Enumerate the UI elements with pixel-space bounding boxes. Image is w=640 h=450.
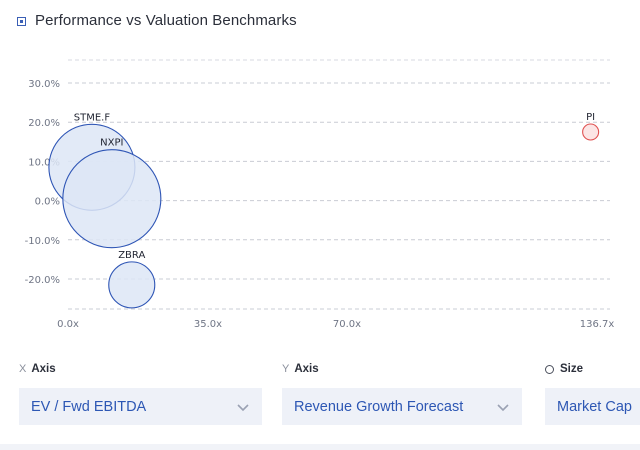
bubble-labels: STME.F NXPI ZBRA PI — [74, 112, 595, 261]
y-tick-label: 20.0% — [28, 118, 60, 129]
x-axis-letter: X — [19, 363, 27, 375]
x-axis-control: X Axis — [19, 362, 56, 376]
y-axis-control: Y Axis — [282, 362, 319, 376]
bubble-label: ZBRA — [118, 250, 145, 261]
y-axis-label: Axis — [294, 363, 319, 375]
x-tick-label: 35.0x — [194, 319, 222, 330]
chevron-down-icon — [237, 403, 249, 411]
chevron-down-icon — [497, 403, 509, 411]
bubbles — [48, 123, 600, 309]
y-axis-select[interactable]: Revenue Growth Forecast — [282, 388, 522, 425]
y-tick-label: -20.0% — [25, 275, 60, 286]
size-select-value: Market Cap — [557, 398, 632, 415]
x-tick-label: 0.0x — [57, 319, 79, 330]
y-tick-label: -10.0% — [25, 236, 60, 247]
gridlines — [68, 59, 610, 310]
y-axis-letter: Y — [282, 363, 290, 375]
y-tick-labels: 30.0% 20.0% 10.0% 0.0% -10.0% -20.0% — [25, 79, 60, 286]
y-axis-select-value: Revenue Growth Forecast — [294, 398, 464, 415]
bubble-label: STME.F — [74, 112, 111, 123]
bubble-nxpi — [62, 149, 162, 249]
size-control: Size — [545, 362, 583, 376]
size-select[interactable]: Market Cap — [545, 388, 640, 425]
bubble-zbra — [108, 261, 156, 309]
x-axis-select-value: EV / Fwd EBITDA — [31, 398, 147, 415]
bubble-chart: 30.0% 20.0% 10.0% 0.0% -10.0% -20.0% 0.0x 35.0… — [25, 59, 614, 330]
x-tick-label: 136.7x — [580, 319, 615, 330]
bubble-label: NXPI — [100, 138, 123, 149]
bubble-label: PI — [586, 112, 595, 123]
y-tick-label: 10.0% — [28, 157, 60, 168]
square-dot-icon — [17, 16, 26, 26]
x-axis-label: Axis — [31, 363, 56, 375]
size-label: Size — [560, 363, 584, 375]
x-tick-labels: 0.0x 35.0x 70.0x 136.7x — [57, 319, 614, 330]
size-radio-icon[interactable] — [545, 364, 554, 374]
bubble-pi — [582, 123, 600, 141]
y-tick-label: 30.0% — [28, 79, 60, 90]
y-tick-label: 0.0% — [35, 197, 60, 208]
title-row: Performance vs Valuation Benchmarks — [17, 10, 297, 30]
x-axis-select[interactable]: EV / Fwd EBITDA — [19, 388, 262, 425]
chart-title: Performance vs Valuation Benchmarks — [35, 11, 297, 29]
x-tick-label: 70.0x — [333, 319, 361, 330]
